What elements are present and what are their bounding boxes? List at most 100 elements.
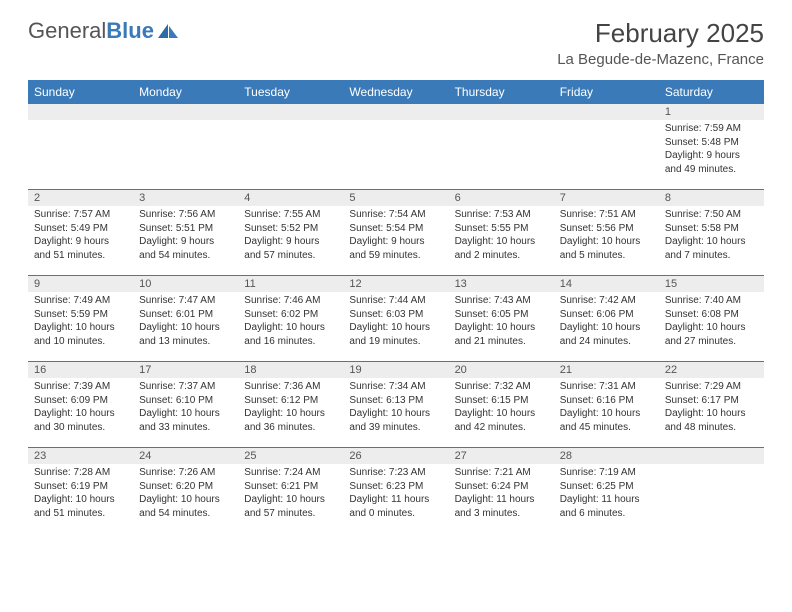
calendar-day: 6Sunrise: 7:53 AMSunset: 5:55 PMDaylight… [449,190,554,276]
day-line: Sunset: 6:23 PM [349,480,442,494]
calendar-week: 9Sunrise: 7:49 AMSunset: 5:59 PMDaylight… [28,276,764,362]
day-line: Daylight: 10 hours and 19 minutes. [349,321,442,348]
day-line: Sunrise: 7:50 AM [665,208,758,222]
day-line: Daylight: 9 hours and 57 minutes. [244,235,337,262]
calendar-day: 18Sunrise: 7:36 AMSunset: 6:12 PMDayligh… [238,362,343,448]
day-line: Sunset: 6:21 PM [244,480,337,494]
day-number: 21 [554,362,659,378]
calendar-day: 20Sunrise: 7:32 AMSunset: 6:15 PMDayligh… [449,362,554,448]
calendar-day: 4Sunrise: 7:55 AMSunset: 5:52 PMDaylight… [238,190,343,276]
day-details: Sunrise: 7:31 AMSunset: 6:16 PMDaylight:… [554,378,659,438]
sail-icon [156,22,180,40]
calendar-day: 26Sunrise: 7:23 AMSunset: 6:23 PMDayligh… [343,448,448,534]
day-details: Sunrise: 7:51 AMSunset: 5:56 PMDaylight:… [554,206,659,266]
calendar-day: 7Sunrise: 7:51 AMSunset: 5:56 PMDaylight… [554,190,659,276]
weekday-header: Monday [133,81,238,104]
day-line: Sunset: 6:08 PM [665,308,758,322]
day-number: 5 [343,190,448,206]
calendar-day: 25Sunrise: 7:24 AMSunset: 6:21 PMDayligh… [238,448,343,534]
day-details: Sunrise: 7:37 AMSunset: 6:10 PMDaylight:… [133,378,238,438]
calendar-day: 19Sunrise: 7:34 AMSunset: 6:13 PMDayligh… [343,362,448,448]
weekday-header: Friday [554,81,659,104]
day-line: Sunrise: 7:37 AM [139,380,232,394]
day-line: Sunset: 5:56 PM [560,222,653,236]
day-line: Sunrise: 7:28 AM [34,466,127,480]
day-number: 25 [238,448,343,464]
day-number: 7 [554,190,659,206]
calendar-week: 2Sunrise: 7:57 AMSunset: 5:49 PMDaylight… [28,190,764,276]
day-number [28,104,133,120]
day-line: Daylight: 9 hours and 54 minutes. [139,235,232,262]
day-number: 16 [28,362,133,378]
day-details: Sunrise: 7:19 AMSunset: 6:25 PMDaylight:… [554,464,659,524]
day-line: Sunset: 6:16 PM [560,394,653,408]
calendar-empty [28,104,133,190]
day-line: Daylight: 10 hours and 5 minutes. [560,235,653,262]
calendar-day: 3Sunrise: 7:56 AMSunset: 5:51 PMDaylight… [133,190,238,276]
day-line: Sunset: 6:02 PM [244,308,337,322]
calendar-table: SundayMondayTuesdayWednesdayThursdayFrid… [28,80,764,534]
day-details: Sunrise: 7:26 AMSunset: 6:20 PMDaylight:… [133,464,238,524]
calendar-head: SundayMondayTuesdayWednesdayThursdayFrid… [28,81,764,104]
day-line: Sunrise: 7:56 AM [139,208,232,222]
weekday-header: Saturday [659,81,764,104]
day-line: Daylight: 10 hours and 48 minutes. [665,407,758,434]
day-number: 2 [28,190,133,206]
day-number: 15 [659,276,764,292]
day-number [343,104,448,120]
calendar-day: 11Sunrise: 7:46 AMSunset: 6:02 PMDayligh… [238,276,343,362]
logo-word-a: General [28,18,106,43]
day-line: Sunset: 6:20 PM [139,480,232,494]
day-line: Sunrise: 7:55 AM [244,208,337,222]
day-line: Daylight: 10 hours and 27 minutes. [665,321,758,348]
day-line: Sunset: 6:03 PM [349,308,442,322]
day-number [133,104,238,120]
weekday-row: SundayMondayTuesdayWednesdayThursdayFrid… [28,81,764,104]
day-details: Sunrise: 7:55 AMSunset: 5:52 PMDaylight:… [238,206,343,266]
day-line: Sunrise: 7:36 AM [244,380,337,394]
day-details: Sunrise: 7:46 AMSunset: 6:02 PMDaylight:… [238,292,343,352]
calendar-day: 23Sunrise: 7:28 AMSunset: 6:19 PMDayligh… [28,448,133,534]
day-details: Sunrise: 7:42 AMSunset: 6:06 PMDaylight:… [554,292,659,352]
day-line: Sunrise: 7:59 AM [665,122,758,136]
calendar-day: 1Sunrise: 7:59 AMSunset: 5:48 PMDaylight… [659,104,764,190]
day-line: Sunset: 6:15 PM [455,394,548,408]
day-number [449,104,554,120]
day-number: 13 [449,276,554,292]
day-number: 19 [343,362,448,378]
day-line: Sunset: 5:52 PM [244,222,337,236]
calendar-empty [133,104,238,190]
day-details: Sunrise: 7:50 AMSunset: 5:58 PMDaylight:… [659,206,764,266]
day-details: Sunrise: 7:28 AMSunset: 6:19 PMDaylight:… [28,464,133,524]
day-details: Sunrise: 7:24 AMSunset: 6:21 PMDaylight:… [238,464,343,524]
day-number: 22 [659,362,764,378]
calendar-day: 22Sunrise: 7:29 AMSunset: 6:17 PMDayligh… [659,362,764,448]
day-number: 23 [28,448,133,464]
day-line: Sunrise: 7:53 AM [455,208,548,222]
day-line: Sunrise: 7:29 AM [665,380,758,394]
day-line: Sunset: 5:48 PM [665,136,758,150]
calendar-empty [449,104,554,190]
calendar-week: 23Sunrise: 7:28 AMSunset: 6:19 PMDayligh… [28,448,764,534]
day-number: 20 [449,362,554,378]
day-line: Daylight: 10 hours and 10 minutes. [34,321,127,348]
day-details: Sunrise: 7:23 AMSunset: 6:23 PMDaylight:… [343,464,448,524]
day-line: Sunrise: 7:19 AM [560,466,653,480]
logo-text: GeneralBlue [28,18,154,44]
day-line: Daylight: 10 hours and 2 minutes. [455,235,548,262]
day-line: Daylight: 10 hours and 21 minutes. [455,321,548,348]
day-line: Sunset: 6:13 PM [349,394,442,408]
day-line: Sunset: 5:49 PM [34,222,127,236]
day-line: Sunset: 6:09 PM [34,394,127,408]
day-details: Sunrise: 7:44 AMSunset: 6:03 PMDaylight:… [343,292,448,352]
day-line: Daylight: 11 hours and 6 minutes. [560,493,653,520]
day-line: Daylight: 10 hours and 13 minutes. [139,321,232,348]
weekday-header: Tuesday [238,81,343,104]
day-line: Daylight: 11 hours and 3 minutes. [455,493,548,520]
day-line: Sunrise: 7:49 AM [34,294,127,308]
calendar-day: 9Sunrise: 7:49 AMSunset: 5:59 PMDaylight… [28,276,133,362]
calendar-day: 14Sunrise: 7:42 AMSunset: 6:06 PMDayligh… [554,276,659,362]
header: GeneralBlue February 2025 La Begude-de-M… [28,18,764,68]
day-line: Sunrise: 7:32 AM [455,380,548,394]
page-title: February 2025 [557,18,764,49]
